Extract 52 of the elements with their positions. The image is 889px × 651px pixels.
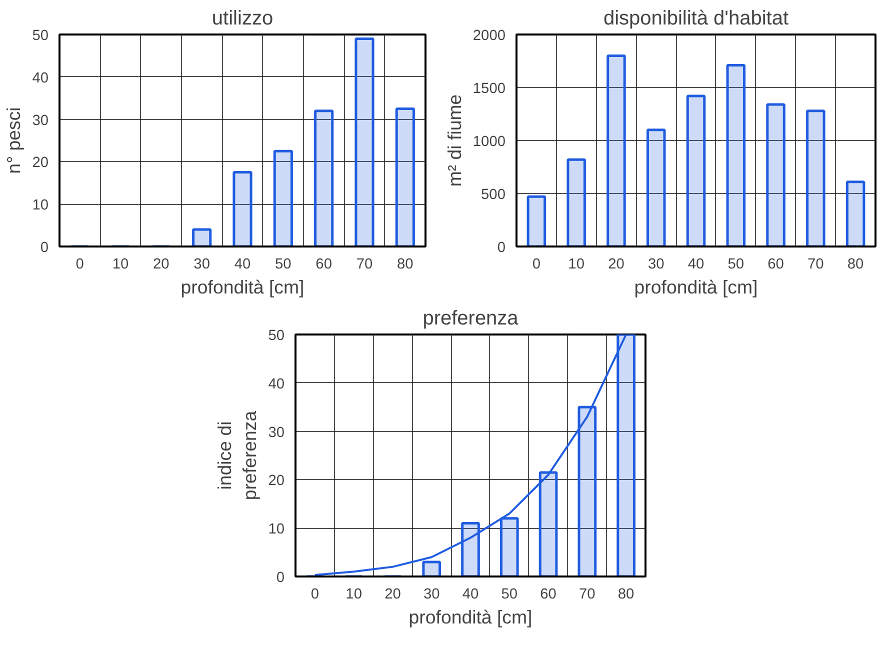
x-tick-label: 0: [76, 256, 84, 272]
x-tick-label: 10: [568, 256, 584, 272]
x-axis-title: profondità [cm]: [634, 276, 758, 298]
y-tick-label: 50: [268, 328, 285, 344]
y-tick-label: 20: [32, 155, 49, 172]
x-tick-label: 30: [423, 586, 440, 602]
y-tick-label: 40: [268, 376, 285, 392]
x-tick-label: 60: [540, 586, 556, 602]
y-tick-label: 1500: [472, 81, 506, 97]
x-tick-label: 40: [688, 256, 704, 272]
x-tick-label: 60: [768, 256, 784, 272]
y-tick-label: 50: [32, 28, 49, 44]
y-tick-label: 40: [32, 70, 49, 86]
x-tick-label: 70: [579, 586, 596, 602]
x-tick-label: 50: [728, 256, 744, 272]
x-tick-label: 60: [316, 256, 332, 272]
x-axis-title: profondità [cm]: [180, 276, 304, 298]
y-tick-label: 500: [481, 187, 506, 203]
x-tick-label: 50: [501, 586, 518, 602]
y-axis-title: n° pesci: [3, 107, 24, 174]
y-tick-label: 0: [497, 240, 506, 256]
x-tick-label: 30: [194, 256, 210, 272]
y-axis-title: m² di fiume: [444, 94, 465, 187]
y-tick-label: 2000: [472, 28, 506, 44]
x-tick-label: 80: [847, 256, 864, 272]
x-tick-label: 30: [648, 256, 664, 272]
y-tick-label: 20: [268, 473, 285, 490]
chart-title: preferenza: [422, 308, 520, 330]
y-tick-label: 0: [40, 240, 49, 256]
y-tick-label: 10: [268, 522, 285, 538]
y-tick-label: 10: [32, 198, 49, 214]
x-tick-label: 10: [346, 586, 362, 602]
y-axis-title: indice di preferenza: [214, 410, 260, 500]
y-tick-label: 30: [268, 424, 285, 441]
x-tick-label: 80: [618, 586, 634, 602]
x-tick-label: 20: [384, 586, 401, 602]
y-tick-label: 30: [32, 112, 49, 129]
x-tick-label: 80: [397, 256, 414, 272]
x-tick-label: 20: [608, 256, 624, 272]
x-tick-label: 40: [462, 586, 479, 602]
x-tick-label: 0: [532, 256, 541, 272]
chart-title: utilizzo: [212, 8, 274, 30]
x-tick-label: 10: [112, 256, 129, 272]
x-tick-label: 0: [310, 586, 320, 602]
x-tick-label: 40: [234, 256, 251, 272]
x-axis-title: profondità [cm]: [408, 606, 532, 628]
x-tick-label: 20: [153, 256, 170, 272]
x-tick-label: 70: [808, 256, 824, 272]
x-tick-label: 70: [356, 256, 373, 272]
y-tick-label: 0: [276, 570, 285, 586]
y-tick-label: 1000: [472, 134, 506, 150]
chart-title: disponibilità d'habitat: [603, 8, 789, 30]
